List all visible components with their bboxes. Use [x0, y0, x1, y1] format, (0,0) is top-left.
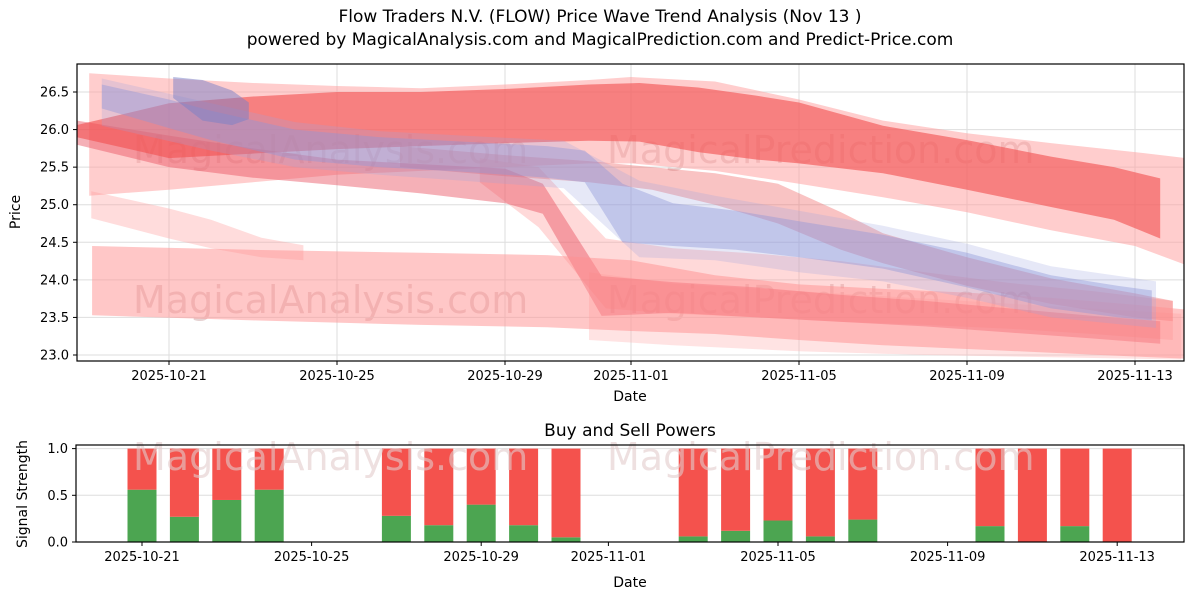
signal-bar-sell-2025-11-11: [1017, 448, 1047, 542]
signal-bar-buy-2025-10-23: [212, 499, 242, 542]
x-tick-label-date: 2025-11-05: [761, 369, 837, 384]
signal-plot-border: [75, 444, 1185, 543]
y-tick-label-price: 25.0: [40, 198, 69, 213]
signal-chart-title: Buy and Sell Powers: [544, 421, 716, 441]
y-tick-label-price: 24.0: [40, 273, 69, 288]
x-tick-label-date: 2025-10-25: [299, 369, 375, 384]
x-tick-label-date-signal: 2025-10-21: [104, 550, 180, 565]
signal-bar-buy-2025-10-24: [254, 489, 284, 542]
price-band-left-connector-pink: [91, 191, 304, 261]
signal-bar-sell-2025-11-12: [1060, 448, 1090, 527]
y-axis-label-signal: Signal Strength: [15, 440, 31, 548]
x-axis-label-date-signal: Date: [613, 575, 646, 591]
price-band-blue-soft-envelope: [101, 78, 1156, 328]
price-band-lower-pink: [92, 246, 1184, 359]
x-tick-label-date: 2025-11-09: [929, 369, 1005, 384]
signal-bar-sell-2025-11-13: [1102, 448, 1132, 542]
price-band-mid-decline-red: [77, 120, 1161, 344]
x-tick-label-date-signal: 2025-11-13: [1079, 550, 1155, 565]
x-tick-label-date: 2025-11-13: [1097, 369, 1173, 384]
signal-bar-sell-2025-10-29: [466, 448, 496, 505]
x-axis-label-date: Date: [613, 389, 646, 405]
y-tick-label-price: 26.0: [40, 123, 69, 138]
x-tick-label-date-signal: 2025-11-05: [740, 550, 816, 565]
signal-bar-buy-2025-11-03: [678, 536, 708, 542]
signal-bar-sell-2025-10-21: [127, 448, 157, 490]
signal-bar-sell-2025-11-10: [975, 448, 1005, 527]
signal-bar-sell-2025-10-27: [381, 448, 411, 516]
y-tick-label-price: 26.5: [40, 86, 69, 101]
watermark-text: MagicalAnalysis.com: [133, 435, 528, 479]
y-axis-label-price: Price: [8, 195, 24, 229]
signal-bar-sell-2025-10-22: [169, 448, 199, 517]
price-band-blue-main: [101, 84, 1152, 321]
signal-bar-sell-2025-11-06: [805, 448, 835, 537]
y-tick-label-signal: 0.5: [47, 489, 68, 504]
signal-bar-buy-2025-10-31: [551, 537, 581, 542]
y-tick-label-signal: 0.0: [47, 536, 68, 551]
x-tick-label-date: 2025-11-01: [593, 369, 669, 384]
x-tick-label-date-signal: 2025-11-09: [910, 550, 986, 565]
signal-bar-buy-2025-11-07: [848, 519, 878, 542]
signal-bar-buy-2025-10-22: [169, 516, 199, 542]
x-tick-label-date-signal: 2025-10-29: [443, 550, 519, 565]
chart-subtitle: powered by MagicalAnalysis.com and Magic…: [246, 30, 954, 50]
signal-bar-buy-2025-10-30: [509, 525, 539, 542]
signal-bar-sell-2025-11-04: [721, 448, 751, 531]
signal-bar-sell-2025-10-31: [551, 448, 581, 538]
chart-title: Flow Traders N.V. (FLOW) Price Wave Tren…: [338, 7, 862, 27]
x-tick-label-date: 2025-10-21: [131, 369, 207, 384]
watermark-text: MagicalPrediction.com: [607, 435, 1035, 479]
signal-bar-buy-2025-11-06: [805, 536, 835, 542]
signal-bar-sell-2025-10-28: [424, 448, 454, 526]
x-tick-label-date-signal: 2025-10-25: [274, 550, 350, 565]
signal-bar-sell-2025-10-23: [212, 448, 242, 500]
signal-bar-sell-2025-11-03: [678, 448, 708, 537]
signal-bar-buy-2025-11-05: [763, 520, 793, 542]
y-tick-label-price: 23.5: [40, 311, 69, 326]
signal-bar-sell-2025-10-30: [509, 448, 539, 526]
signal-bar-buy-2025-10-21: [127, 489, 157, 542]
price-band-second-tier-red: [400, 146, 1173, 322]
signal-bar-buy-2025-10-28: [424, 525, 454, 542]
x-tick-label-date: 2025-10-29: [467, 369, 543, 384]
price-bands-group: [77, 73, 1184, 360]
signal-bar-sell-2025-11-05: [763, 448, 793, 521]
signal-bar-buy-2025-11-10: [975, 526, 1005, 542]
signal-bar-buy-2025-10-29: [466, 504, 496, 542]
signal-bar-sell-2025-10-24: [254, 448, 284, 490]
x-tick-label-date-signal: 2025-11-01: [571, 550, 647, 565]
y-tick-label-price: 25.5: [40, 161, 69, 176]
signal-bar-sell-2025-11-07: [848, 448, 878, 520]
price-band-blue-blob-topleft: [173, 77, 249, 126]
signal-bar-buy-2025-11-12: [1060, 526, 1090, 542]
signal-bar-buy-2025-11-04: [721, 530, 751, 542]
price-band-core-red: [77, 83, 1161, 239]
signal-bar-buy-2025-10-27: [381, 515, 411, 542]
y-tick-label-price: 23.0: [40, 349, 69, 364]
y-tick-label-price: 24.5: [40, 236, 69, 251]
y-tick-label-signal: 1.0: [47, 442, 68, 457]
